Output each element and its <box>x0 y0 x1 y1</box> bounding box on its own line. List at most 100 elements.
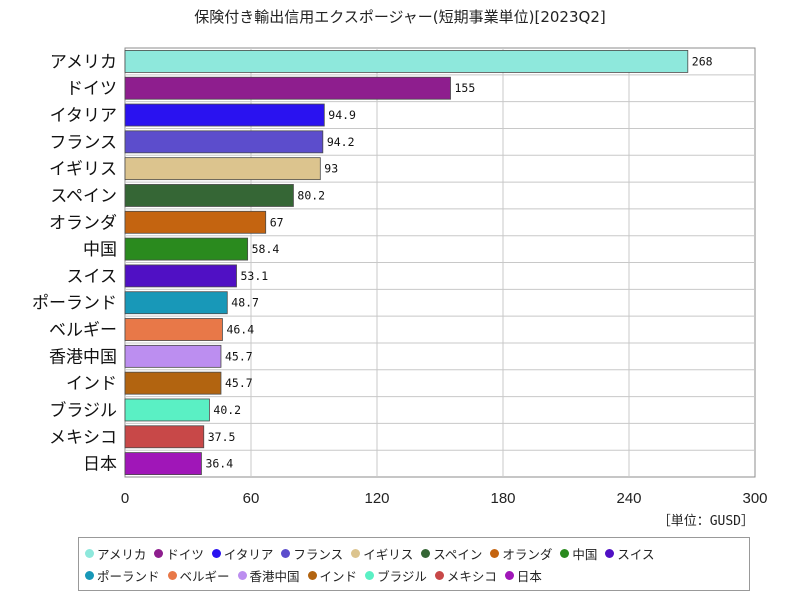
legend-item: スペイン <box>421 542 482 564</box>
legend-item: フランス <box>281 542 343 564</box>
category-label: ブラジル <box>49 400 117 421</box>
legend-swatch <box>490 548 500 558</box>
legend-label: イギリス <box>363 546 414 562</box>
category-label: イギリス <box>49 160 117 180</box>
legend-label: スイス <box>617 546 655 562</box>
legend-label: フランス <box>293 546 344 562</box>
legend-swatch <box>504 570 514 580</box>
value-label: 37.5 <box>208 430 236 444</box>
legend-label: ポーランド <box>97 568 160 584</box>
legend-label: メキシコ <box>446 568 497 584</box>
unit-label: ［単位：GUSD］ <box>657 514 754 529</box>
value-label: 45.7 <box>225 349 253 363</box>
value-label: 94.2 <box>327 135 355 149</box>
legend-label: ドイツ <box>166 546 204 562</box>
value-label: 80.2 <box>297 188 325 202</box>
x-tick-label: 60 <box>243 490 260 507</box>
legend-label: オランダ <box>502 546 553 562</box>
category-label: スペイン <box>50 186 117 206</box>
legend-swatch <box>421 548 431 558</box>
legend-label: インド <box>319 568 358 584</box>
value-label: 53.1 <box>241 269 269 283</box>
legend-label: 中国 <box>572 546 598 562</box>
category-label: オランダ <box>49 213 117 233</box>
legend-label: イタリア <box>223 546 274 562</box>
category-label: 日本 <box>83 455 117 475</box>
value-label: 93 <box>324 162 338 176</box>
x-tick-label: 240 <box>616 490 641 507</box>
legend-item: インド <box>307 564 358 586</box>
legend-swatch <box>560 548 570 558</box>
legend-item: 香港中国 <box>237 564 300 586</box>
legend-item: スイス <box>605 542 655 564</box>
legend-swatch <box>85 548 94 558</box>
chart-title: 保険付き輸出信用エクスポージャー(短期事業単位)[2023Q2] <box>194 8 606 26</box>
legend-label: アメリカ <box>97 546 147 562</box>
category-label: インド <box>66 374 117 394</box>
value-label: 94.9 <box>328 108 356 122</box>
legend-label: 香港中国 <box>249 568 300 584</box>
value-label: 36.4 <box>205 457 233 471</box>
legend-swatch <box>434 570 444 580</box>
x-tick-label: 300 <box>742 490 767 507</box>
legend-item: メキシコ <box>434 564 497 586</box>
legend-swatch <box>211 548 221 558</box>
legend-item: 日本 <box>504 564 542 586</box>
value-label: 46.4 <box>226 323 254 337</box>
legend-swatch <box>167 570 177 580</box>
bar <box>124 210 267 234</box>
legend-swatch <box>154 548 164 558</box>
value-label: 155 <box>455 81 476 95</box>
value-label: 67 <box>270 215 284 229</box>
category-label: イタリア <box>50 106 117 126</box>
legend-swatch <box>351 548 361 558</box>
legend-swatch <box>281 548 291 558</box>
bar <box>124 425 205 449</box>
bar <box>124 237 249 261</box>
category-label: 中国 <box>83 240 117 260</box>
legend-item: ベルギー <box>167 564 230 586</box>
value-label: 268 <box>692 54 713 68</box>
legend-label: ベルギー <box>179 568 230 584</box>
bar <box>124 184 294 207</box>
x-tick-label: 120 <box>364 490 389 507</box>
value-label: 40.2 <box>213 403 241 417</box>
legend-swatch <box>85 570 94 580</box>
bar <box>124 157 321 181</box>
legend-swatch <box>365 570 375 580</box>
bar <box>124 50 689 73</box>
legend-label: ブラジル <box>377 568 427 584</box>
bar <box>124 452 202 475</box>
category-label: スイス <box>67 267 118 287</box>
bar <box>124 76 451 100</box>
legend-swatch <box>307 570 317 580</box>
legend-swatch <box>605 548 615 558</box>
legend-label: スペイン <box>433 546 483 562</box>
value-label: 45.7 <box>225 376 253 390</box>
legend-item: ブラジル <box>365 564 427 586</box>
bar <box>124 398 210 422</box>
legend-label: 日本 <box>516 568 542 584</box>
legend-item: ドイツ <box>154 542 204 564</box>
legend-item: ポーランド <box>85 564 160 586</box>
legend-item: イタリア <box>211 542 274 564</box>
category-label: ベルギー <box>49 321 117 341</box>
category-label: アメリカ <box>50 52 117 72</box>
legend-swatch <box>237 570 247 580</box>
category-label: フランス <box>49 133 117 153</box>
bar <box>124 371 222 395</box>
category-label: メキシコ <box>49 428 117 448</box>
bar <box>124 291 228 315</box>
bar <box>124 318 223 341</box>
legend-item: 中国 <box>560 542 597 564</box>
category-label: ポーランド <box>32 294 117 314</box>
legend-item: アメリカ <box>85 542 146 564</box>
bar <box>124 264 237 288</box>
bar <box>124 103 325 127</box>
x-tick-label: 180 <box>490 490 515 507</box>
chart-legend: アメリカ ドイツ イタリア フランス イギリス スペイン オランダ 中国 スイスポーランド ベルギ… <box>78 537 750 591</box>
legend-item: イギリス <box>351 542 413 564</box>
legend-item: オランダ <box>490 542 552 564</box>
bar <box>124 130 324 154</box>
